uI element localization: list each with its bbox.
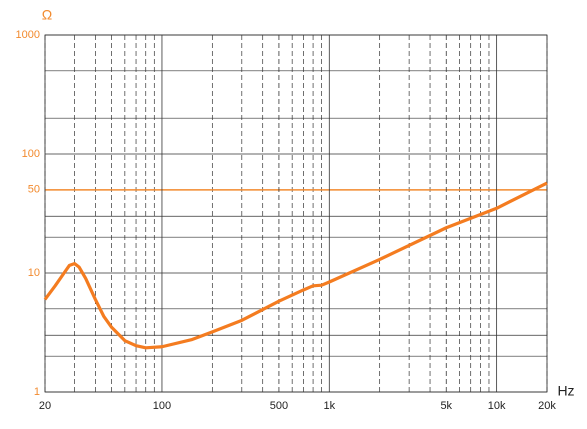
- x-tick-label: 500: [270, 400, 288, 412]
- x-tick-label: 10k: [488, 400, 506, 412]
- x-axis-label: Hz: [557, 383, 574, 399]
- x-tick-label: 1k: [323, 400, 335, 412]
- x-tick-label: 100: [153, 400, 171, 412]
- y-tick-label: 50: [28, 184, 40, 196]
- y-tick-label: 1: [34, 386, 40, 398]
- x-tick-label: 20k: [538, 400, 556, 412]
- x-tick-label: 20: [39, 400, 51, 412]
- impedance-curve: [43, 181, 548, 350]
- y-tick-label: 10: [28, 267, 40, 279]
- plot-frame: [44, 34, 548, 393]
- x-tick-label: 5k: [440, 400, 452, 412]
- y-axis-label: Ω: [42, 7, 52, 23]
- y-tick-label: 100: [22, 148, 40, 160]
- y-tick-label: 1000: [16, 29, 40, 41]
